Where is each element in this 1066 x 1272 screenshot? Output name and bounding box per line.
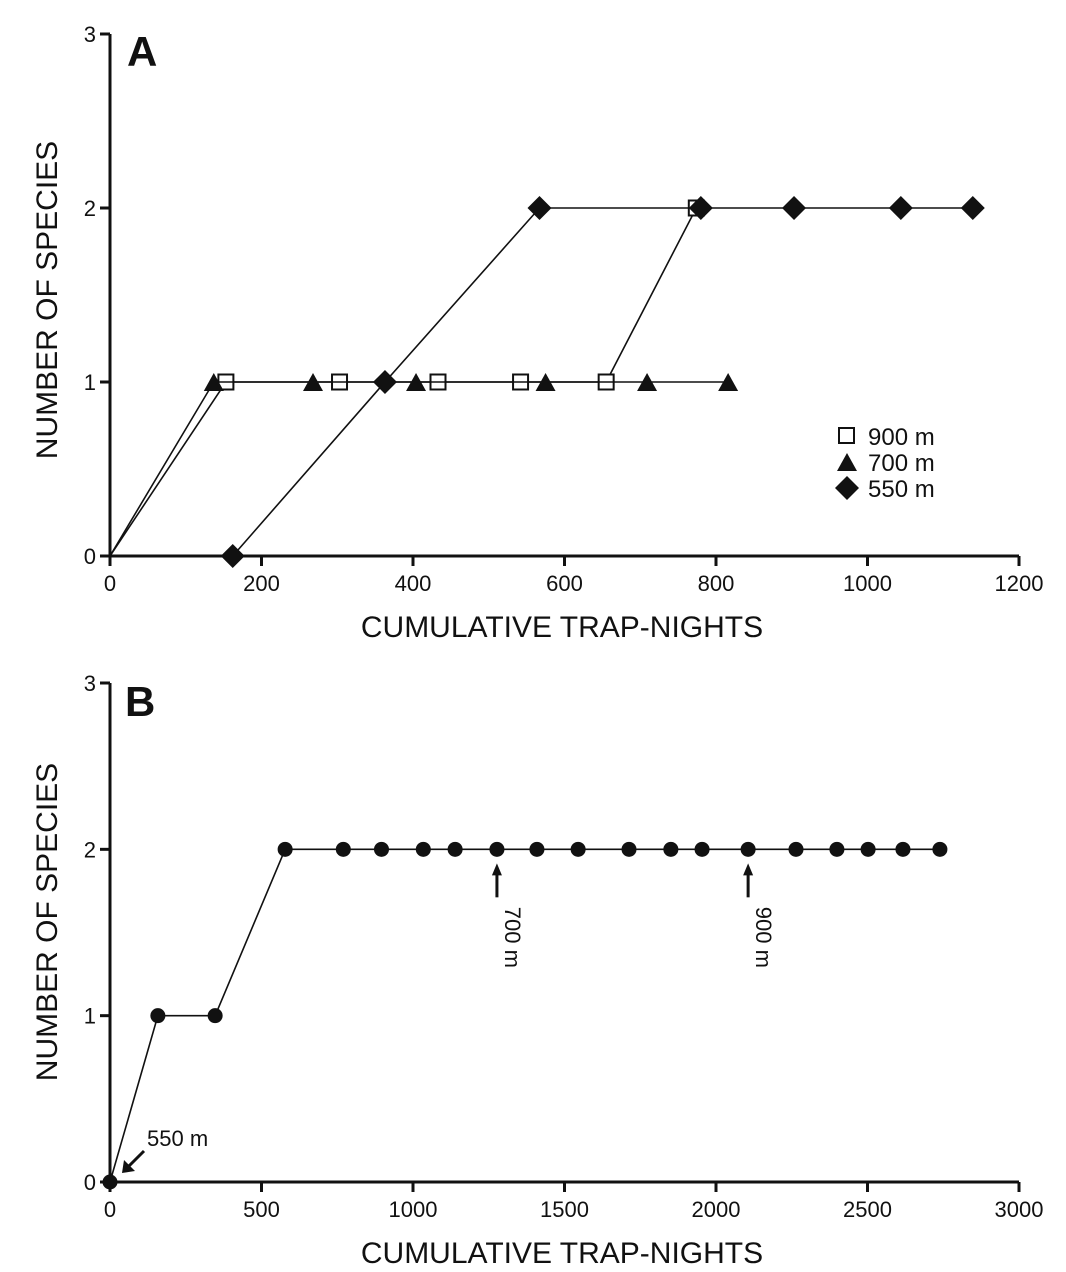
- legend-marker-filled-triangle: [837, 453, 857, 471]
- panel-a: A NUMBER OF SPECIES CUMULATIVE TRAP-NIGH…: [31, 22, 1043, 644]
- y-tick-label-b: 1: [84, 1004, 96, 1029]
- annotation-arrowhead: [743, 863, 754, 876]
- panel-label-a: A: [127, 28, 157, 75]
- data-point-700m: [637, 373, 658, 391]
- data-point-combined: [895, 841, 911, 857]
- y-tick-label-b: 0: [84, 1170, 96, 1195]
- data-point-700m: [203, 373, 224, 391]
- data-point-550m: [688, 196, 713, 220]
- data-point-combined: [102, 1174, 118, 1190]
- panel-b: B NUMBER OF SPECIES CUMULATIVE TRAP-NIGH…: [31, 671, 1043, 1270]
- legend-a: 900 m 700 m 550 m: [835, 424, 935, 503]
- data-point-combined: [207, 1008, 223, 1024]
- y-tick-label-b: 2: [84, 837, 96, 862]
- x-tick-label-a: 1200: [995, 571, 1044, 596]
- data-point-combined: [529, 841, 545, 857]
- x-tick-label-b: 500: [243, 1197, 280, 1222]
- data-point-combined: [932, 841, 948, 857]
- panel-label-b: B: [125, 678, 155, 725]
- y-axis-title-a: NUMBER OF SPECIES: [31, 141, 64, 459]
- annotation-arrowhead: [122, 1160, 135, 1173]
- data-point-combined: [150, 1008, 166, 1024]
- legend-item-550m: 550 m: [835, 476, 935, 503]
- annotations-b: 550 m 700 m 900 m: [122, 863, 776, 1173]
- annotation-label: 700 m: [500, 907, 525, 968]
- x-tick-label-b: 1000: [389, 1197, 438, 1222]
- x-tick-label-a: 200: [243, 571, 280, 596]
- annotation-arrow-shaft: [125, 1149, 146, 1170]
- legend-item-700m: 700 m: [837, 450, 935, 477]
- x-tick-label-a: 1000: [843, 571, 892, 596]
- x-tick-label-a: 600: [546, 571, 583, 596]
- legend-marker-filled-diamond: [835, 476, 859, 500]
- data-point-550m: [527, 196, 552, 220]
- data-point-combined: [447, 841, 463, 857]
- annotation-label: 900 m: [751, 907, 776, 968]
- series-line-700m: [109, 381, 729, 557]
- x-tick-label-b: 3000: [995, 1197, 1044, 1222]
- x-tick-label-a: 800: [698, 571, 735, 596]
- x-axis-title-b: CUMULATIVE TRAP-NIGHTS: [361, 1237, 763, 1270]
- x-tick-label-a: 0: [104, 571, 116, 596]
- data-point-550m: [220, 544, 245, 568]
- data-point-combined: [740, 841, 756, 857]
- x-tick-label-b: 1500: [540, 1197, 589, 1222]
- data-point-combined: [788, 841, 804, 857]
- data-point-combined: [415, 841, 431, 857]
- data-point-700m: [718, 373, 739, 391]
- x-tick-label-b: 2500: [843, 1197, 892, 1222]
- x-tick-label-a: 400: [395, 571, 432, 596]
- annotation-arrowhead: [491, 863, 502, 876]
- y-tick-label-a: 3: [84, 22, 96, 47]
- y-tick-label-a: 0: [84, 544, 96, 569]
- data-point-combined: [829, 841, 845, 857]
- y-tick-label-a: 1: [84, 370, 96, 395]
- legend-label: 550 m: [868, 476, 935, 503]
- data-point-combined: [860, 841, 876, 857]
- data-point-combined: [621, 841, 637, 857]
- legend-marker-open-square: [838, 427, 855, 444]
- series-a: [109, 196, 985, 568]
- data-point-700m: [303, 373, 324, 391]
- y-tick-label-b: 3: [84, 671, 96, 696]
- series-b: [102, 841, 948, 1190]
- data-point-550m: [372, 370, 397, 394]
- series-line-combined: [109, 848, 940, 1183]
- legend-item-900m: 900 m: [838, 424, 935, 451]
- data-point-combined: [373, 841, 389, 857]
- x-tick-label-b: 0: [104, 1197, 116, 1222]
- data-point-combined: [277, 841, 293, 857]
- x-axis-title-a: CUMULATIVE TRAP-NIGHTS: [361, 611, 763, 644]
- legend-label: 900 m: [868, 424, 935, 451]
- data-point-combined: [663, 841, 679, 857]
- data-point-700m: [406, 373, 427, 391]
- axes-a: 0 200 400 600 800 1000 1200 0 1 2 3: [84, 22, 1044, 596]
- data-point-700m: [535, 373, 556, 391]
- data-point-combined: [335, 841, 351, 857]
- data-point-550m: [782, 196, 807, 220]
- axes-b: 0 500 1000 1500 2000 2500 3000 0 1 2 3: [84, 671, 1044, 1222]
- data-point-combined: [694, 841, 710, 857]
- annotation-label: 550 m: [147, 1126, 208, 1151]
- y-tick-label-a: 2: [84, 196, 96, 221]
- data-point-550m: [888, 196, 913, 220]
- y-axis-title-b: NUMBER OF SPECIES: [31, 763, 64, 1081]
- data-point-550m: [960, 196, 985, 220]
- data-point-combined: [489, 841, 505, 857]
- data-point-combined: [570, 841, 586, 857]
- legend-label: 700 m: [868, 450, 935, 477]
- x-tick-label-b: 2000: [692, 1197, 741, 1222]
